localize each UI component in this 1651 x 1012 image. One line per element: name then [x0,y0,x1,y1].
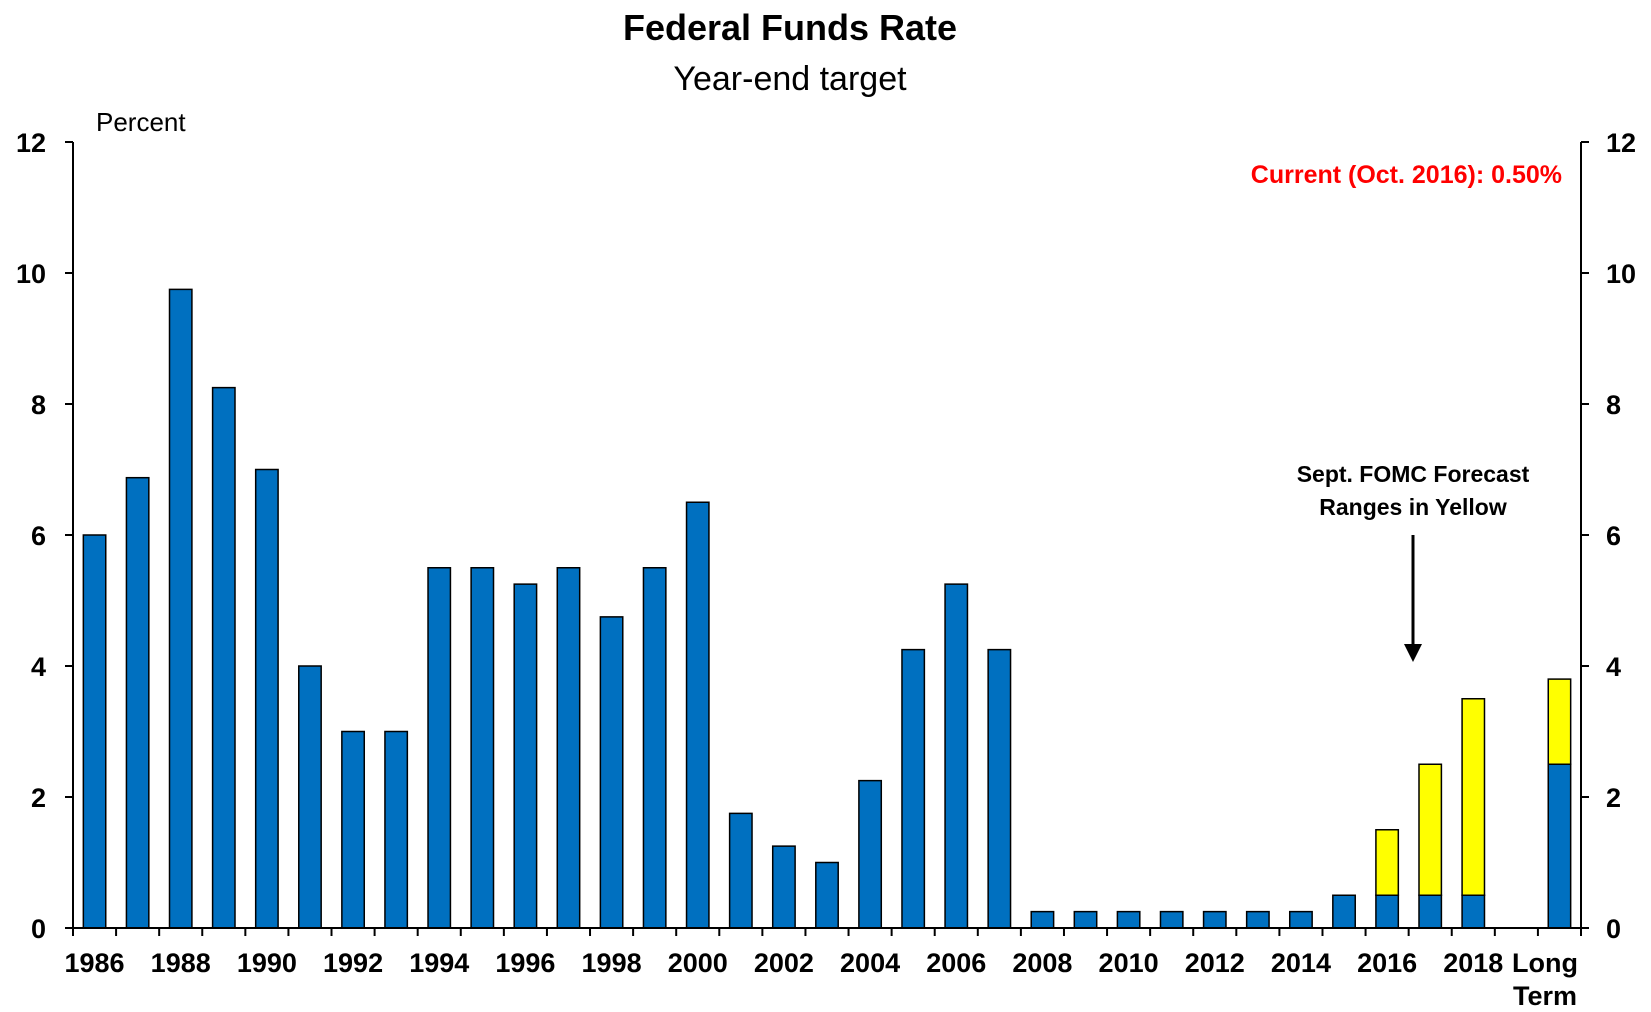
x-tick-label: 2004 [840,948,900,978]
bar [211,386,236,929]
x-tick-label: 1998 [582,948,642,978]
bar [685,501,710,929]
chart-title: Federal Funds Rate [623,7,957,48]
y-tick-label-right: 0 [1606,914,1621,944]
bar [1375,894,1400,929]
x-tick-label: 1994 [409,948,469,978]
forecast-range-bar [1375,829,1400,896]
bar [1159,910,1184,929]
bar [254,468,279,929]
bar [599,616,624,929]
forecast-range-bar [1547,678,1572,765]
bar [82,534,107,929]
x-tick-label: 1990 [237,948,297,978]
y-tick-label-left: 8 [31,390,46,420]
forecast-range-bar [1461,698,1486,896]
y-tick-label-right: 10 [1606,259,1636,289]
chart-subtitle: Year-end target [673,60,907,98]
bar [642,567,667,929]
x-tick-label: 2010 [1099,948,1159,978]
x-tick-label: 2002 [754,948,814,978]
bar [1418,894,1443,929]
x-tick-label: 2006 [926,948,986,978]
bar [771,845,796,929]
bar [1202,910,1227,929]
bar [1332,894,1356,929]
x-tick-label: 2018 [1443,948,1503,978]
y-tick-label-right: 4 [1606,652,1621,682]
forecast-note-line1: Sept. FOMC Forecast [1297,461,1530,487]
x-tick-label: 1996 [495,948,555,978]
bar [1030,910,1055,929]
bar [298,665,322,929]
bar [341,730,366,929]
y-tick-label-right: 8 [1606,390,1621,420]
x-tick-label: 2016 [1357,948,1417,978]
bar [858,779,883,929]
bar [470,567,495,929]
x-tick-label: 1988 [151,948,211,978]
bar [987,648,1012,929]
y-tick-label-right: 12 [1606,128,1636,158]
y-tick-label-left: 6 [31,521,46,551]
bar [384,730,409,929]
bar [556,567,581,929]
bars-group [82,288,1572,929]
bar [944,583,969,929]
x-tick-term: Term [1513,981,1577,1011]
bar [513,583,538,929]
x-tick-label: 2014 [1271,948,1331,978]
bar [1288,910,1313,929]
y-tick-label-right: 2 [1606,783,1621,813]
x-tick-label: 2008 [1012,948,1072,978]
forecast-range-bar [1418,763,1443,896]
y-tick-label-left: 10 [16,259,46,289]
axes-group: 0 0 2 2 4 4 6 6 8 8 10 10 12 12 1986 1988 1990 1992 1994 19… [16,128,1636,978]
bar [1547,763,1572,929]
forecast-arrow-head [1404,644,1422,662]
y-axis-label: Percent [96,107,186,137]
y-tick-label-right: 6 [1606,521,1621,551]
bar [1461,894,1486,929]
x-tick-long: Long [1512,948,1578,978]
bar [901,648,926,929]
y-tick-label-left: 2 [31,783,46,813]
y-tick-label-left: 4 [31,652,46,682]
x-tick-label: 1992 [323,948,383,978]
bar [815,861,839,929]
bar [125,476,150,929]
bar [168,288,193,929]
x-tick-label: 1986 [65,948,125,978]
bar [1116,910,1141,929]
forecast-note-line2: Ranges in Yellow [1319,494,1507,520]
current-rate-annotation: Current (Oct. 2016): 0.50% [1251,161,1562,189]
y-tick-label-left: 0 [31,914,46,944]
bar [427,567,452,929]
x-tick-label: 2000 [668,948,728,978]
bar [1245,910,1270,929]
y-tick-label-left: 12 [16,128,46,158]
x-tick-label: 2012 [1185,948,1245,978]
bar [728,812,753,929]
bar [1073,910,1098,929]
